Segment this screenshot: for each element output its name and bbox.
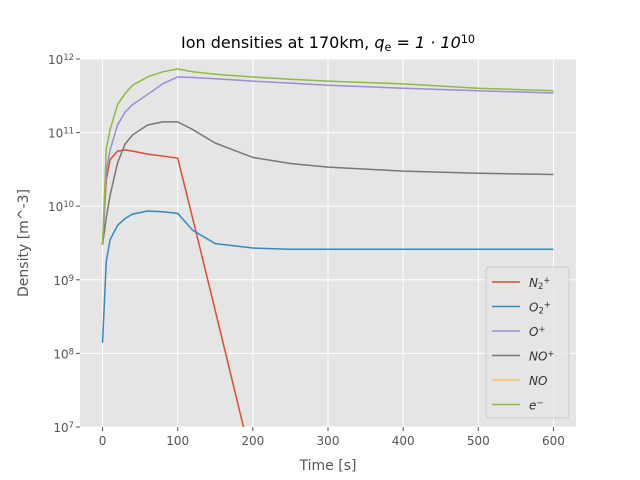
x-tick-label: 600 [542,434,565,448]
title-text: Ion densities at 170km, [181,33,374,52]
x-axis-label: Time [s] [299,458,357,474]
x-tick-label: 200 [241,434,264,448]
legend-label: e− [529,398,543,413]
legend-label: N2+ [529,275,550,291]
y-tick-label: 109 [53,273,74,288]
title-math: qe = 1 · 1010 [374,33,475,54]
series-line [101,121,554,245]
y-tick-label: 1012 [48,52,74,67]
series-line [101,76,554,245]
x-tick-label: 400 [392,434,415,448]
legend-label: NO+ [529,349,554,364]
series-line [101,210,554,343]
chart-title: Ion densities at 170km, qe = 1 · 1010 [181,33,475,54]
legend-label: NO [529,374,547,388]
x-tick-label: 300 [317,434,340,448]
y-tick-label: 107 [53,420,74,435]
legend-label: O+ [529,324,545,339]
series-line [101,68,554,245]
legend-label: O2+ [529,300,551,316]
x-tick-label: 0 [99,434,107,448]
x-tick-label: 500 [467,434,490,448]
x-tick-label: 100 [166,434,189,448]
legend-box [485,266,570,419]
y-tick-label: 1011 [48,126,74,141]
y-tick-label: 1010 [48,200,74,215]
y-tick-label: 108 [53,347,74,362]
y-axis-label: Density [m^-3] [16,189,32,297]
series-line [101,149,245,427]
